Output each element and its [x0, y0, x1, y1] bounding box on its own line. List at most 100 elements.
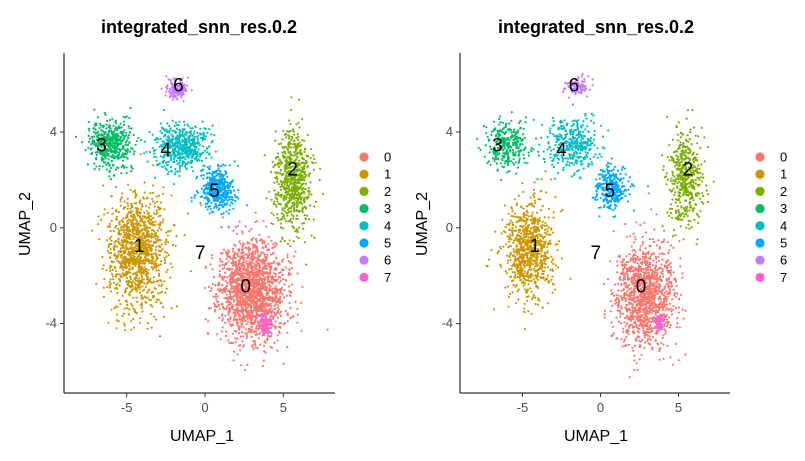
scatter-point [274, 275, 277, 278]
scatter-point [117, 241, 120, 244]
scatter-point [241, 297, 244, 300]
scatter-point [291, 190, 294, 193]
scatter-point [103, 278, 106, 281]
scatter-point [135, 311, 138, 315]
scatter-point [245, 334, 249, 338]
scatter-point [163, 129, 166, 132]
scatter-point [87, 127, 91, 130]
scatter-point [238, 300, 241, 303]
scatter-point [204, 202, 207, 205]
scatter-point [248, 271, 251, 275]
scatter-point [279, 185, 282, 188]
scatter-point [295, 123, 298, 126]
scatter-point [294, 300, 297, 304]
scatter-point [120, 225, 123, 228]
scatter-point [265, 289, 268, 292]
scatter-point [128, 141, 131, 144]
scatter-point [307, 190, 310, 193]
scatter-point [257, 337, 261, 340]
scatter-point [130, 127, 133, 130]
scatter-point [292, 207, 296, 210]
scatter-point [223, 178, 226, 181]
scatter-point [163, 315, 166, 318]
scatter-point [243, 288, 246, 291]
scatter-point [247, 278, 250, 281]
scatter-point [223, 204, 226, 207]
scatter-point [282, 129, 285, 132]
scatter-point [233, 261, 236, 264]
scatter-point [176, 139, 179, 142]
scatter-point [211, 282, 214, 286]
scatter-point [127, 313, 131, 316]
scatter-point [221, 291, 224, 294]
scatter-point [160, 290, 164, 293]
scatter-point [124, 264, 127, 267]
scatter-point [157, 292, 160, 295]
scatter-point [275, 289, 278, 292]
scatter-point [157, 298, 160, 301]
scatter-point [123, 226, 126, 229]
scatter-point [282, 269, 285, 272]
scatter-point [116, 215, 119, 218]
scatter-point [112, 163, 115, 166]
scatter-point [261, 280, 264, 283]
scatter-point [84, 149, 87, 152]
scatter-point [210, 254, 213, 257]
scatter-point [88, 137, 91, 140]
scatter-point [204, 318, 207, 321]
scatter-point [140, 302, 143, 305]
scatter-point [220, 275, 223, 278]
scatter-point [303, 196, 306, 200]
scatter-point [148, 131, 151, 134]
scatter-point [292, 215, 295, 218]
scatter-point [192, 170, 195, 173]
scatter-point [144, 296, 147, 299]
scatter-point [147, 219, 150, 223]
scatter-point [257, 299, 260, 302]
scatter-point [145, 246, 148, 249]
scatter-point [272, 243, 275, 246]
scatter-point [313, 157, 316, 161]
scatter-point [152, 281, 155, 284]
scatter-point [157, 163, 160, 166]
scatter-point [127, 125, 130, 128]
scatter-point [164, 259, 167, 262]
scatter-point [226, 318, 229, 321]
scatter-point [185, 142, 188, 145]
scatter-point [213, 304, 217, 307]
scatter-point [159, 245, 162, 248]
scatter-point [219, 338, 222, 341]
scatter-point [288, 146, 291, 149]
scatter-point [210, 133, 213, 136]
scatter-point [276, 334, 279, 337]
scatter-point [110, 273, 114, 276]
scatter-point [275, 242, 278, 246]
scatter-point [230, 287, 233, 291]
scatter-point [158, 238, 161, 241]
scatter-point [279, 295, 282, 298]
scatter-point [123, 200, 126, 203]
scatter-point [273, 272, 276, 275]
scatter-point [155, 209, 158, 212]
scatter-point [219, 165, 223, 168]
scatter-point [138, 277, 141, 280]
scatter-point [310, 193, 313, 196]
scatter-point [252, 246, 255, 249]
scatter-point [109, 282, 112, 286]
scatter-point [184, 162, 187, 165]
scatter-point [104, 161, 107, 164]
scatter-point [262, 359, 265, 362]
scatter-point [237, 262, 240, 265]
scatter-point [143, 269, 146, 272]
scatter-point [277, 191, 280, 194]
scatter-point [231, 250, 235, 253]
scatter-point [129, 302, 133, 305]
scatter-point [161, 127, 164, 130]
scatter-point [285, 204, 288, 207]
scatter-point [275, 280, 278, 283]
scatter-point [108, 284, 111, 287]
scatter-point [286, 253, 289, 256]
scatter-point [130, 166, 133, 169]
scatter-point [221, 205, 224, 208]
scatter-point [174, 138, 177, 141]
